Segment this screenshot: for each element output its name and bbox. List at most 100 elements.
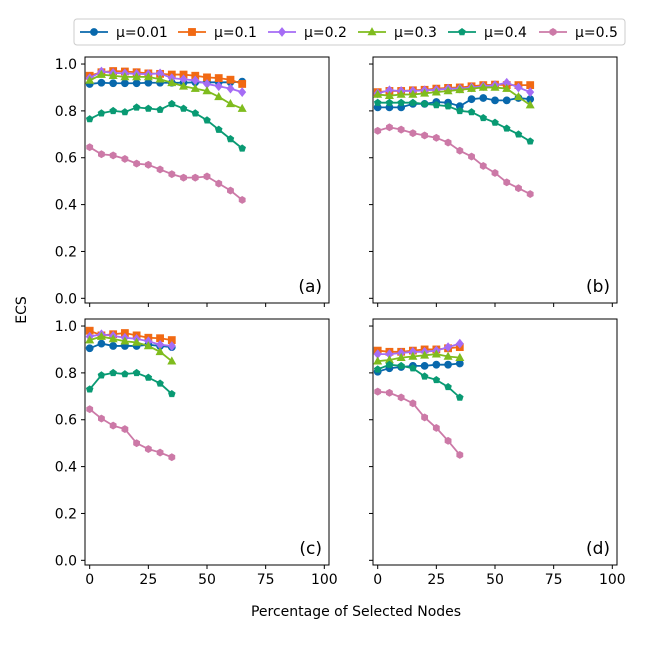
data-point <box>432 375 441 384</box>
data-point <box>97 109 106 117</box>
panel-label: (d) <box>586 539 610 559</box>
data-point <box>191 109 200 117</box>
panel: 0 25 50 75 100 (d) <box>369 318 626 588</box>
data-point <box>397 125 405 134</box>
data-point <box>109 106 117 115</box>
data-point <box>455 352 465 361</box>
panel-frame <box>372 318 618 566</box>
data-point <box>467 108 476 116</box>
data-point <box>168 170 176 179</box>
data-point <box>238 195 246 204</box>
data-point <box>526 87 535 98</box>
data-point <box>85 75 95 84</box>
data-point <box>98 150 105 159</box>
data-point <box>397 98 405 106</box>
x-axis-title: Percentage of Selected Nodes <box>251 604 461 620</box>
data-point <box>108 334 118 343</box>
legend-label: μ=0.3 <box>394 25 437 41</box>
data-point <box>133 439 141 448</box>
y-tick-label: 0.6 <box>55 413 77 429</box>
data-point <box>420 99 429 108</box>
data-point <box>456 393 464 401</box>
data-point <box>238 80 247 88</box>
data-point <box>214 81 223 92</box>
data-point <box>226 135 235 143</box>
data-point <box>214 92 224 101</box>
data-point <box>202 86 212 95</box>
data-point <box>85 344 94 353</box>
data-point <box>513 92 523 101</box>
legend-label: μ=0.1 <box>214 25 257 41</box>
x-tick-label: 25 <box>427 572 445 588</box>
data-point <box>109 421 117 430</box>
data-point <box>85 115 94 123</box>
data-point <box>132 79 141 88</box>
data-point <box>97 339 106 348</box>
data-point <box>120 79 129 88</box>
legend-label: μ=0.2 <box>304 25 347 41</box>
data-point <box>409 364 417 372</box>
data-point <box>397 393 405 402</box>
data-point <box>374 126 382 135</box>
data-point <box>444 102 452 110</box>
data-point <box>167 77 177 87</box>
panel-label: (c) <box>299 539 322 559</box>
data-point <box>120 336 130 345</box>
data-point <box>468 152 475 161</box>
panel: (b) <box>369 56 618 307</box>
data-point <box>180 173 187 182</box>
data-point <box>120 72 130 81</box>
data-point <box>156 448 164 457</box>
data-point <box>155 346 165 356</box>
data-point <box>85 385 94 393</box>
data-point <box>156 105 164 113</box>
data-point <box>132 368 141 377</box>
data-point <box>443 86 453 95</box>
data-point <box>455 338 464 349</box>
data-point <box>121 154 129 163</box>
y-tick-label: 0.0 <box>55 291 77 307</box>
data-point <box>526 137 534 145</box>
data-point <box>409 399 417 408</box>
data-point <box>373 356 383 365</box>
data-point <box>373 98 382 106</box>
data-point <box>214 74 223 82</box>
data-point <box>203 116 211 124</box>
x-tick-label: 75 <box>257 572 275 588</box>
data-point <box>215 179 223 188</box>
data-point <box>203 172 211 181</box>
legend-marker <box>278 27 286 37</box>
data-point <box>467 95 476 104</box>
y-tick-label: 1.0 <box>55 57 77 73</box>
data-point <box>144 445 152 453</box>
data-point <box>108 70 118 80</box>
data-point <box>144 104 153 112</box>
x-tick-label: 50 <box>486 572 504 588</box>
legend-label: μ=0.5 <box>575 25 618 41</box>
legend-marker <box>188 28 196 36</box>
data-point <box>490 82 500 91</box>
data-point <box>444 382 452 391</box>
data-point <box>514 130 523 138</box>
data-point <box>502 96 511 105</box>
data-point <box>443 351 453 360</box>
data-point <box>85 335 95 344</box>
data-point <box>109 79 118 88</box>
data-point <box>156 379 164 387</box>
data-point <box>132 72 142 81</box>
data-point <box>431 87 441 96</box>
x-tick-label: 25 <box>139 572 157 588</box>
data-point <box>373 89 383 98</box>
data-point <box>421 131 429 140</box>
data-point <box>420 361 429 370</box>
data-point <box>133 159 141 168</box>
y-tick-label: 0.0 <box>55 553 77 569</box>
data-point <box>479 161 487 170</box>
data-point <box>97 371 106 379</box>
data-point <box>156 165 164 174</box>
data-point <box>456 450 464 459</box>
data-point <box>432 423 440 432</box>
data-point <box>179 81 189 90</box>
y-tick-label: 0.8 <box>55 366 77 382</box>
data-point <box>238 87 247 98</box>
